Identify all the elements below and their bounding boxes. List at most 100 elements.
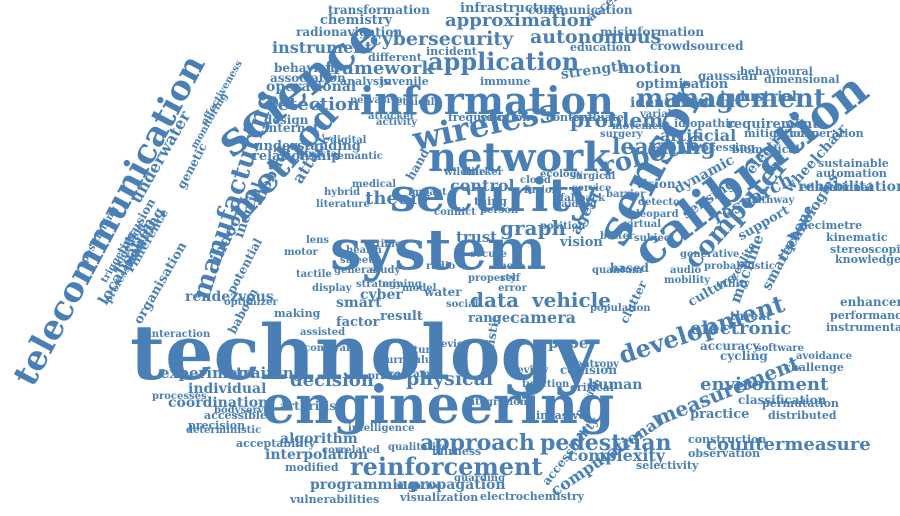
- word-227: person: [480, 205, 519, 216]
- word-62: factor: [336, 315, 380, 330]
- word-153: precision: [188, 419, 246, 432]
- word-40: algorithm: [280, 431, 358, 447]
- word-24: countermeasure: [706, 434, 871, 455]
- word-225: secure: [470, 249, 507, 260]
- word-29: detection: [265, 94, 361, 115]
- word-90: requirement: [727, 117, 819, 132]
- word-48: graph: [500, 216, 567, 240]
- word-95: chemistry: [320, 13, 393, 28]
- word-140: processing: [688, 141, 755, 154]
- word-63: result: [380, 309, 423, 324]
- word-165: collision: [560, 363, 618, 377]
- word-78: cycling: [720, 349, 768, 363]
- word-228: based: [610, 261, 649, 275]
- word-83: vision: [560, 235, 603, 250]
- word-148: analysis: [340, 75, 390, 88]
- word-19: vehicle: [532, 288, 611, 312]
- word-234: program: [382, 369, 431, 380]
- word-138: biomedical: [732, 143, 800, 156]
- word-96: infrastructure: [460, 1, 564, 16]
- word-257: lens: [306, 235, 330, 246]
- word-197: error: [498, 283, 527, 294]
- word-230: generative: [680, 249, 740, 260]
- word-22: pedestrian: [540, 430, 672, 456]
- word-47: electronic: [690, 318, 792, 339]
- word-142: evaluate: [572, 111, 624, 124]
- word-251: quantum: [592, 265, 643, 276]
- word-155: processes: [152, 391, 207, 402]
- word-215: subject: [634, 233, 675, 244]
- word-120: permutation: [762, 397, 839, 410]
- word-156: bodyserver: [214, 405, 276, 416]
- word-151: education: [570, 41, 632, 54]
- word-192: water: [424, 285, 462, 299]
- word-85: motion: [618, 58, 682, 77]
- word-195: more: [496, 261, 525, 272]
- word-189: curriculum: [380, 355, 443, 366]
- word-123: observation: [688, 447, 761, 460]
- word-254: tactile: [296, 269, 332, 280]
- word-16: application: [428, 47, 580, 76]
- word-34: physical: [406, 368, 494, 390]
- word-35: decision: [290, 370, 374, 391]
- word-61: cyber: [360, 287, 403, 303]
- word-36: experiment: [160, 364, 256, 382]
- word-79: threat: [730, 309, 772, 323]
- word-149: incident: [426, 45, 477, 58]
- word-131: instrumentation: [826, 321, 900, 334]
- word-114: arthritis: [280, 399, 337, 413]
- word-129: enhancement: [840, 295, 900, 309]
- word-216: better: [600, 231, 635, 242]
- word-166: critical: [570, 381, 614, 394]
- word-17: reinforcement: [350, 452, 543, 481]
- word-125: decimetre: [800, 219, 863, 232]
- word-9: network: [428, 134, 611, 181]
- word-60: smart: [336, 295, 382, 311]
- word-203: impact: [408, 187, 447, 198]
- word-200: thing: [474, 195, 507, 208]
- word-176: challenge: [784, 361, 844, 374]
- word-229: vision: [636, 177, 676, 191]
- word-94: association: [270, 71, 346, 85]
- word-205: hybrid: [324, 187, 361, 198]
- word-162: adaptive: [394, 481, 442, 492]
- word-186: assisted: [300, 327, 346, 338]
- word-177: avoidance: [796, 351, 852, 362]
- word-106: design: [264, 113, 309, 127]
- word-31: problem: [570, 108, 664, 132]
- word-152: accessible: [204, 409, 267, 422]
- word-88: identification: [630, 95, 736, 111]
- word-86: optimisation: [636, 77, 729, 92]
- word-126: kinematic: [826, 231, 888, 244]
- word-46: complexity: [568, 446, 666, 465]
- word-27: approximation: [445, 10, 592, 31]
- word-66: human: [588, 377, 643, 393]
- word-32: environment: [700, 374, 829, 395]
- word-1: engineering: [262, 375, 615, 436]
- word-38: individual: [188, 381, 267, 397]
- word-143: solution: [480, 111, 531, 124]
- word-219: health: [346, 245, 382, 256]
- word-252: cloud: [520, 175, 551, 186]
- word-49: camera: [510, 308, 577, 327]
- word-250: pathway: [748, 195, 795, 206]
- word-59: theory: [365, 188, 430, 209]
- word-119: classification: [738, 393, 827, 407]
- word-25: cybersecurity: [370, 28, 514, 50]
- word-92: operational: [266, 79, 357, 95]
- word-169: function: [522, 379, 570, 390]
- word-102: crowdsourced: [650, 39, 744, 53]
- word-249: utility: [716, 279, 750, 290]
- word-246: position: [540, 221, 586, 232]
- word-104: relationship: [252, 149, 341, 164]
- word-231: probabilistic: [704, 261, 775, 272]
- word-222: study: [370, 265, 401, 276]
- word-209: surgery: [600, 129, 643, 140]
- word-122: construction: [688, 433, 767, 446]
- word-206: literature: [316, 199, 370, 210]
- word-224: model: [402, 283, 437, 294]
- word-158: fairness: [432, 445, 482, 458]
- word-75: artificial: [660, 126, 737, 145]
- word-194: radio: [426, 261, 456, 272]
- word-118: electrochemistry: [480, 490, 585, 503]
